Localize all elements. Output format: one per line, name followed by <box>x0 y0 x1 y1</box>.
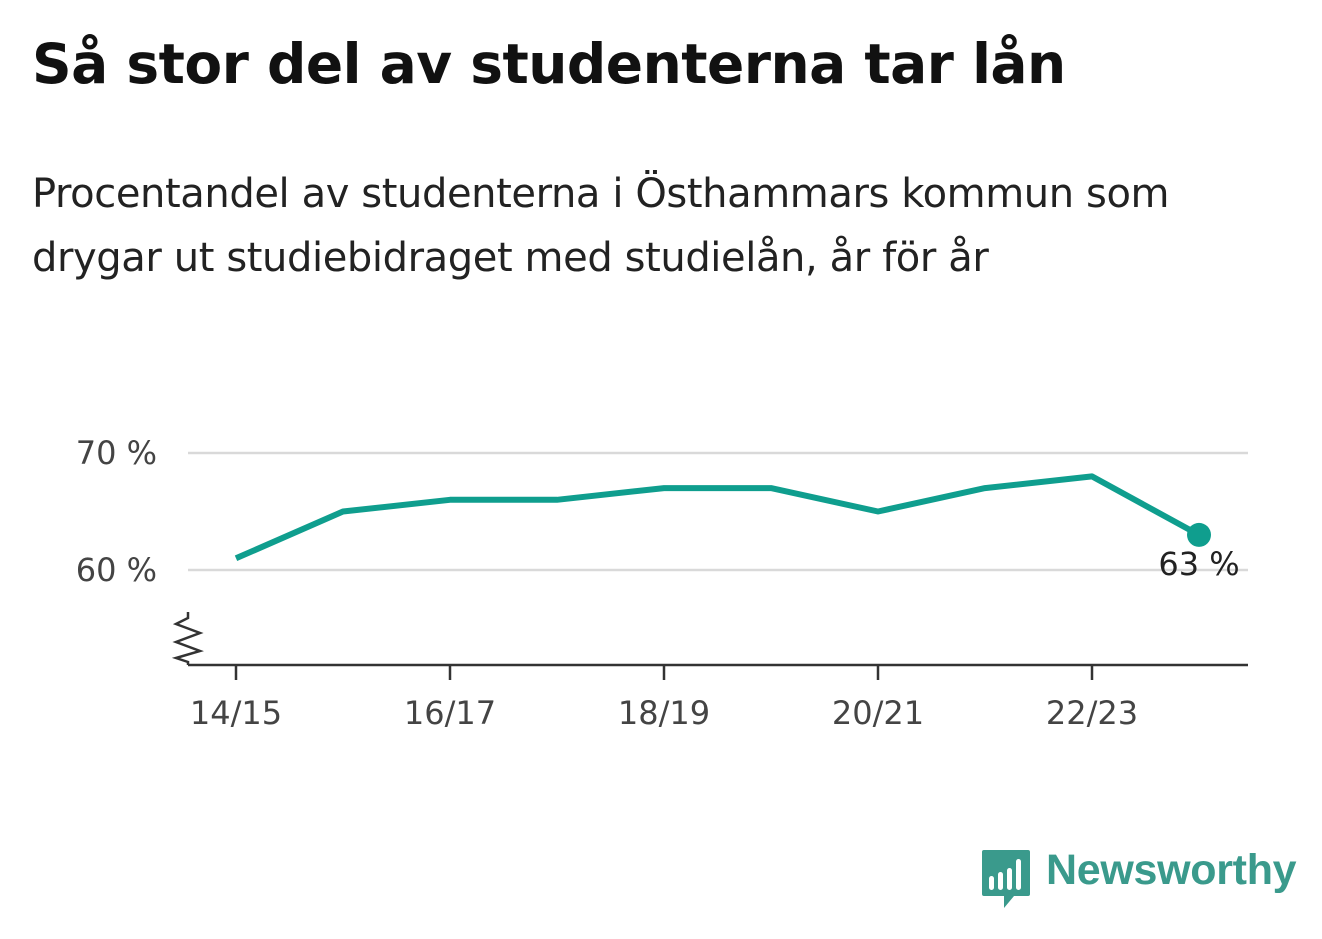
x-tick-label: 16/17 <box>404 694 496 732</box>
x-tick-label: 20/21 <box>832 694 924 732</box>
chart-title: Så stor del av studenterna tar lån <box>32 32 1066 96</box>
brand-name: Newsworthy <box>1046 846 1297 894</box>
y-tick-label: 70 % <box>76 434 157 472</box>
x-tick-label: 18/19 <box>618 694 710 732</box>
x-tick-label: 22/23 <box>1046 694 1138 732</box>
end-value-label: 63 % <box>1158 545 1239 583</box>
labels: 60 % 70 % 14/15 16/17 18/19 20/21 22/23 63 % <box>76 434 1240 732</box>
axis-break-icon <box>171 612 204 665</box>
axes <box>171 612 1248 680</box>
chart-subtitle: Procentandel av studenterna i Östhammars… <box>32 171 1170 281</box>
bar-chart-speech-bubble-icon <box>982 850 1030 908</box>
series-line <box>234 473 1201 562</box>
end-point-marker <box>1187 522 1211 547</box>
x-tick-label: 14/15 <box>190 694 282 732</box>
series <box>234 473 1211 562</box>
newsworthy-logo: Newsworthy <box>980 846 1297 910</box>
y-tick-label: 60 % <box>76 551 157 589</box>
gridlines <box>188 451 1248 572</box>
